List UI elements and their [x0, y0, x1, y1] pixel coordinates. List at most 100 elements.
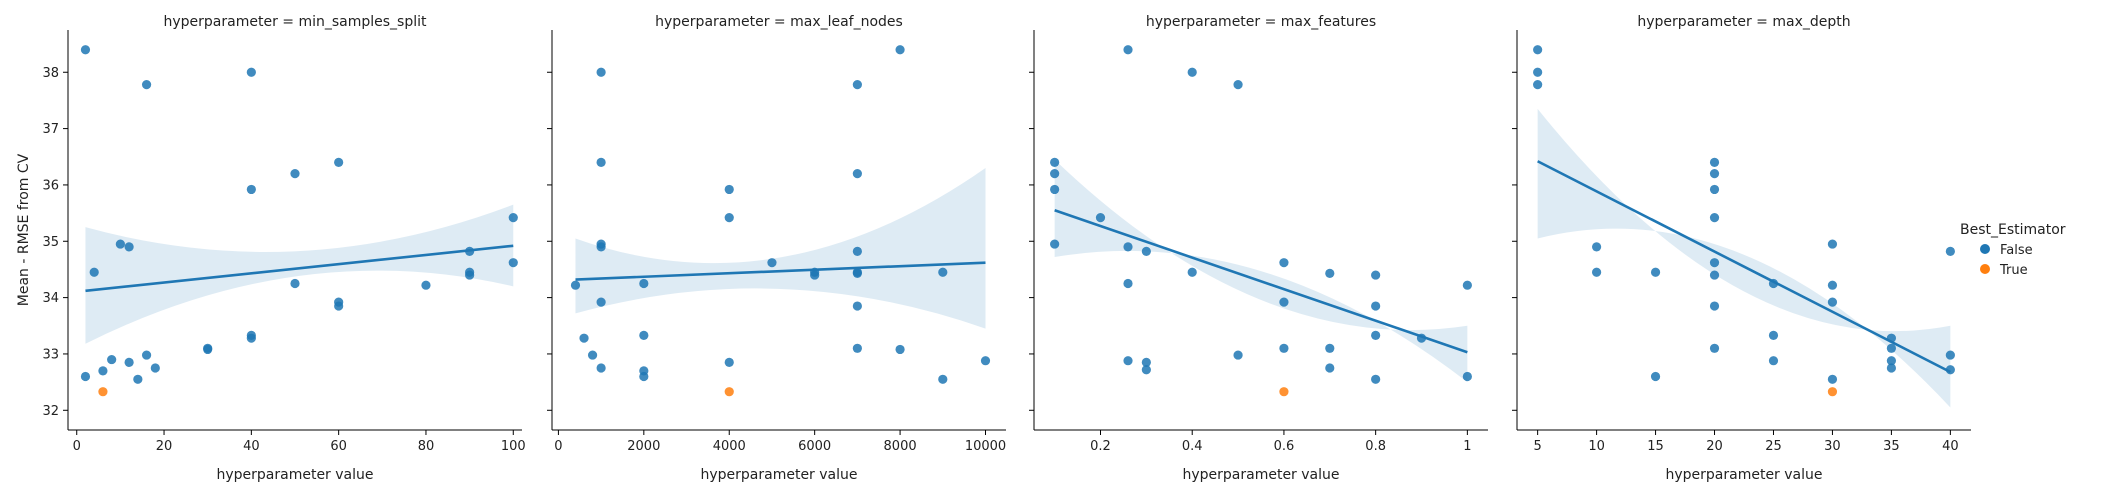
data-point: [1371, 301, 1381, 311]
data-point: [1827, 239, 1838, 249]
data-point: [1709, 184, 1720, 195]
data-point: [1123, 45, 1133, 55]
data-point: [938, 267, 948, 277]
panel-title: hyperparameter = max_leaf_nodes: [655, 14, 903, 30]
data-point: [852, 246, 862, 257]
x-tick-label: 80: [418, 439, 435, 454]
x-tick-label: 5: [1533, 439, 1541, 454]
data-point: [587, 350, 598, 360]
x-tick-label: 0: [554, 439, 562, 454]
data-point: [141, 80, 152, 90]
panel-title: hyperparameter = max_features: [1146, 14, 1376, 30]
legend-marker-true: [1980, 264, 1990, 274]
x-tick-label: 35: [1883, 439, 1900, 454]
data-point: [1709, 301, 1720, 311]
confidence-band: [85, 204, 514, 344]
data-point: [203, 344, 213, 355]
data-point: [596, 67, 606, 77]
data-point: [980, 356, 991, 366]
y-tick-label: 38: [42, 66, 59, 81]
data-point: [1141, 246, 1151, 257]
data-point: [938, 374, 948, 384]
data-point: [465, 270, 475, 280]
x-tick-label: 40: [1942, 439, 1959, 454]
data-point: [579, 333, 589, 343]
data-point-best: [1279, 387, 1289, 397]
x-axis-label: hyperparameter value: [216, 467, 373, 483]
data-point: [852, 343, 862, 353]
data-point: [767, 258, 777, 268]
data-point: [1945, 246, 1955, 257]
x-tick-label: 2000: [627, 439, 660, 454]
facet-panel-1: 32 33 34 35 36 37 38 0 20 40 60 80 100 hyperparameter…: [16, 14, 526, 483]
data-point: [98, 366, 108, 376]
data-point: [1886, 363, 1897, 373]
data-point: [1533, 67, 1543, 77]
data-point: [810, 270, 820, 280]
panel-title: hyperparameter = max_depth: [1637, 14, 1850, 30]
data-point: [1827, 297, 1838, 307]
data-point-best: [1827, 387, 1838, 397]
data-point: [1591, 242, 1602, 252]
data-point: [1827, 374, 1838, 384]
data-point: [1233, 80, 1243, 90]
data-point: [1325, 363, 1335, 373]
x-tick-label: 15: [1647, 439, 1664, 454]
data-point: [508, 258, 518, 268]
data-point: [1050, 239, 1060, 249]
confidence-band: [1054, 159, 1468, 383]
data-point: [1279, 297, 1289, 307]
data-point: [290, 278, 300, 289]
data-point: [1141, 357, 1151, 367]
data-point: [1650, 267, 1661, 277]
y-tick-label: 37: [42, 122, 59, 137]
legend-label: False: [2000, 243, 2033, 258]
data-point: [596, 242, 606, 252]
y-tick-label: 32: [42, 404, 59, 419]
data-point: [1123, 278, 1133, 289]
data-point: [852, 169, 862, 179]
data-point: [1123, 242, 1133, 252]
x-tick-label: 20: [156, 439, 173, 454]
data-point: [1533, 45, 1543, 55]
data-point: [1187, 267, 1197, 277]
data-point: [80, 45, 91, 55]
data-point: [895, 45, 905, 55]
legend-label: True: [1999, 263, 2028, 278]
data-point: [89, 267, 99, 277]
data-point: [596, 363, 606, 373]
data-point: [596, 157, 606, 167]
data-point: [1709, 270, 1720, 280]
x-tick-label: 0: [73, 439, 81, 454]
y-tick-label: 34: [42, 291, 59, 306]
data-point: [724, 213, 734, 223]
data-point: [1709, 258, 1720, 268]
data-point: [150, 363, 160, 373]
data-point: [124, 242, 134, 252]
data-point: [1279, 343, 1289, 353]
data-point: [334, 301, 344, 311]
data-point: [246, 333, 256, 343]
data-point: [1462, 371, 1472, 382]
data-point: [1768, 330, 1779, 340]
data-point: [1709, 213, 1720, 223]
panel-title: hyperparameter = min_samples_split: [164, 14, 428, 30]
data-point: [1123, 356, 1133, 366]
data-point: [1279, 258, 1289, 268]
data-point: [246, 67, 256, 77]
x-tick-label: 0.8: [1365, 439, 1386, 454]
confidence-band: [1537, 108, 1951, 408]
data-point: [639, 278, 649, 289]
legend-marker-false: [1980, 244, 1990, 254]
data-point: [1187, 67, 1197, 77]
y-tick-label: 36: [42, 178, 59, 193]
data-point: [639, 371, 649, 382]
data-point: [1886, 343, 1897, 353]
x-tick-label: 0.4: [1182, 439, 1203, 454]
data-point: [852, 301, 862, 311]
data-point: [1325, 268, 1335, 278]
data-point: [141, 350, 152, 360]
data-point: [1050, 157, 1060, 167]
data-point: [570, 280, 581, 290]
